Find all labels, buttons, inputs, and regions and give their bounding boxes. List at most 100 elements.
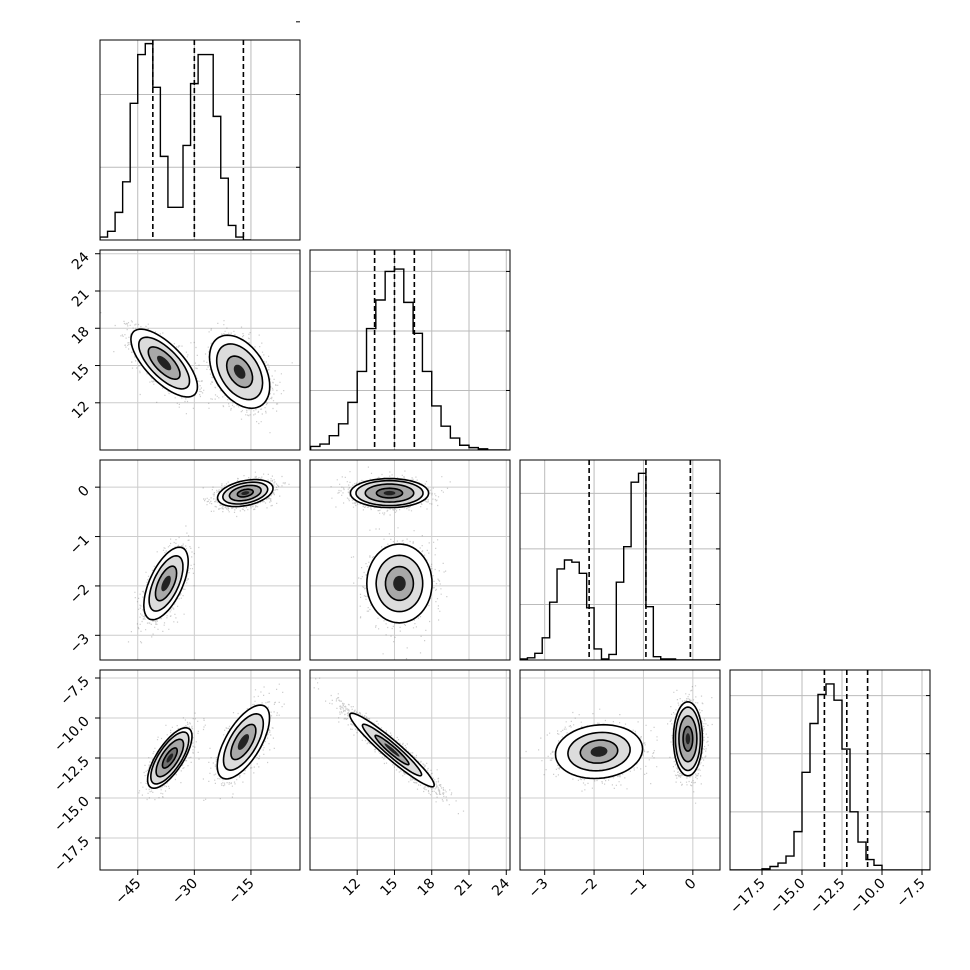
y-tick-label: 24 [69,249,93,273]
contour-line [216,478,274,508]
contour-line [678,715,698,763]
contour-line [567,731,631,772]
y-tick-label: −2 [67,581,93,607]
contour-line [375,487,404,499]
x-tick-label: 12 [340,876,364,900]
density-core [161,575,171,592]
panel-plot-area [520,670,720,870]
density-core [157,355,172,371]
panel-plot-area [310,460,510,660]
x-tick-label: −12.5 [807,876,849,918]
contour-line [154,565,178,602]
histogram-step [520,472,720,660]
density-core [166,753,174,763]
panel-plot-area [310,250,510,450]
contour-line [225,355,254,389]
contour-line [215,343,264,401]
density-core [384,743,400,757]
contour-line [161,747,178,769]
histogram-step [310,268,507,450]
x-tick-label: −15.0 [767,876,809,918]
y-tick-label: 15 [69,361,93,385]
x-tick-label: −3 [526,876,552,902]
y-tick-label: 0 [75,483,93,501]
hist-panel-3: −17.5−15.0−12.5−10.0 −7.5 [727,669,931,918]
panel-plot-area [100,670,300,870]
density-core [590,746,608,757]
x-tick-label: −17.5 [727,876,769,918]
contour-line [228,484,262,502]
contour-line [142,546,190,621]
contour-line [208,334,271,410]
y-tick-label: −15.0 [51,794,93,836]
contour-line [230,723,257,761]
panel-frame [99,669,301,871]
y-tick-label: 12 [69,398,93,422]
contour-line [579,739,619,764]
panel-plot-area [100,40,300,240]
contour-line [348,712,436,788]
x-tick-label: 24 [489,875,513,899]
contour-line [682,725,694,752]
density-core [233,364,246,379]
y-tick-label: −3 [67,631,93,657]
density-core [383,490,396,496]
contour-line [374,734,410,766]
scatter-panel-1-2 [309,459,511,661]
y-tick-label: −7.5 [57,674,92,709]
contour-line [236,488,254,498]
contour-line [130,328,199,398]
panel-plot-area [520,460,720,660]
contour-line [155,738,185,778]
contour-line [375,554,424,613]
y-tick-label: −1 [67,532,93,558]
panel-frame [729,669,931,871]
contour-line [146,727,193,789]
y-tick-label: −10.0 [51,714,93,756]
panel-frame [99,459,301,661]
contour-line [222,712,265,772]
y-tick-label: −17.5 [51,834,93,876]
panel-plot-area [100,250,300,450]
panel-frame [519,459,721,661]
scatter-panel-0-3: −17.5−15.0−12.5−10.0 −7.5 −45 −30 −15 [51,669,301,908]
histogram-step [100,42,251,240]
x-tick-label: −10.0 [847,876,889,918]
panel-plot-area [730,670,930,870]
density-core [685,733,691,745]
scatter-panel-0-1: 12 15 18 21 24 [69,249,301,451]
x-tick-label: −2 [575,876,601,902]
panel-frame [99,249,301,451]
x-tick-label: −45 [112,876,144,908]
contour-line [674,706,702,772]
y-tick-label: 18 [69,324,93,348]
x-tick-label: 21 [452,876,476,900]
contour-line [361,723,423,777]
contour-line [365,543,433,624]
x-tick-label: 15 [377,876,401,900]
scatter-panel-1-3: 12 15 18 21 24 [309,669,513,900]
contour-line [216,704,271,780]
scatter-panel-2-3: −3 −2 −1 0 [519,669,721,902]
contour-line [364,483,415,503]
contour-line [149,731,190,785]
density-core [393,575,406,592]
density-core [237,734,249,750]
y-tick-label: −12.5 [51,754,93,796]
x-tick-label: −30 [169,876,201,908]
hist-panel-2 [519,459,721,661]
contour-line [221,481,269,505]
hist-panel-0 [99,21,301,241]
x-tick-label: 18 [415,876,439,900]
panel-frame [99,39,301,241]
scatter-panel-0-2: −3 −2 −1 0 [67,459,301,661]
contour-line [349,477,430,509]
panel-frame [309,459,511,661]
panel-plot-area [100,460,300,660]
contour-line [148,554,184,612]
panel-frame [519,669,721,871]
x-tick-label: −15 [226,876,258,908]
x-tick-label: 0 [682,876,700,894]
panel-frame [309,669,511,871]
